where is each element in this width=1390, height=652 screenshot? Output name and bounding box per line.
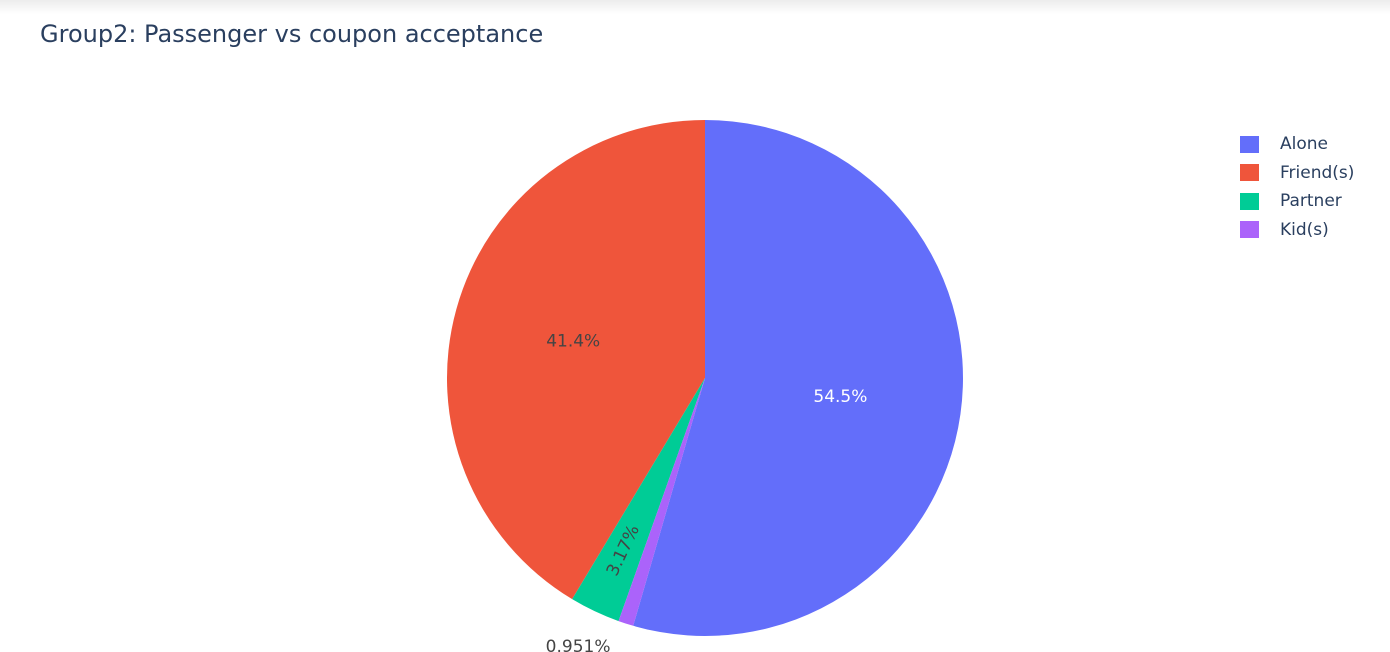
pie-slice-friends[interactable] — [446, 120, 705, 600]
legend-item-partner[interactable]: Partner — [1240, 187, 1354, 216]
legend-swatch-alone — [1240, 135, 1259, 153]
legend-label-alone: Alone — [1280, 134, 1328, 155]
slice-label-kids: 0.951% — [546, 637, 611, 652]
legend-label-partner: Partner — [1280, 191, 1342, 212]
chart-title: Group2: Passenger vs coupon acceptance — [40, 20, 544, 48]
legend-label-kids: Kid(s) — [1280, 219, 1329, 240]
top-shade — [0, 0, 1390, 14]
legend-swatch-kids — [1240, 221, 1259, 239]
pie-slice-partner[interactable] — [572, 378, 705, 622]
pie-slice-kids[interactable] — [618, 378, 705, 626]
legend-swatch-friends — [1240, 164, 1259, 182]
slice-label-friends: 41.4% — [546, 332, 600, 352]
legend-item-alone[interactable]: Alone — [1240, 130, 1354, 159]
legend-item-kids[interactable]: Kid(s) — [1240, 216, 1354, 245]
legend: Alone Friend(s) Partner Kid(s) — [1240, 130, 1354, 244]
slice-label-alone: 54.5% — [813, 387, 867, 407]
legend-swatch-partner — [1240, 192, 1259, 210]
legend-item-friends[interactable]: Friend(s) — [1240, 159, 1354, 188]
pie-slice-alone[interactable] — [633, 120, 963, 636]
legend-label-friends: Friend(s) — [1280, 162, 1355, 183]
